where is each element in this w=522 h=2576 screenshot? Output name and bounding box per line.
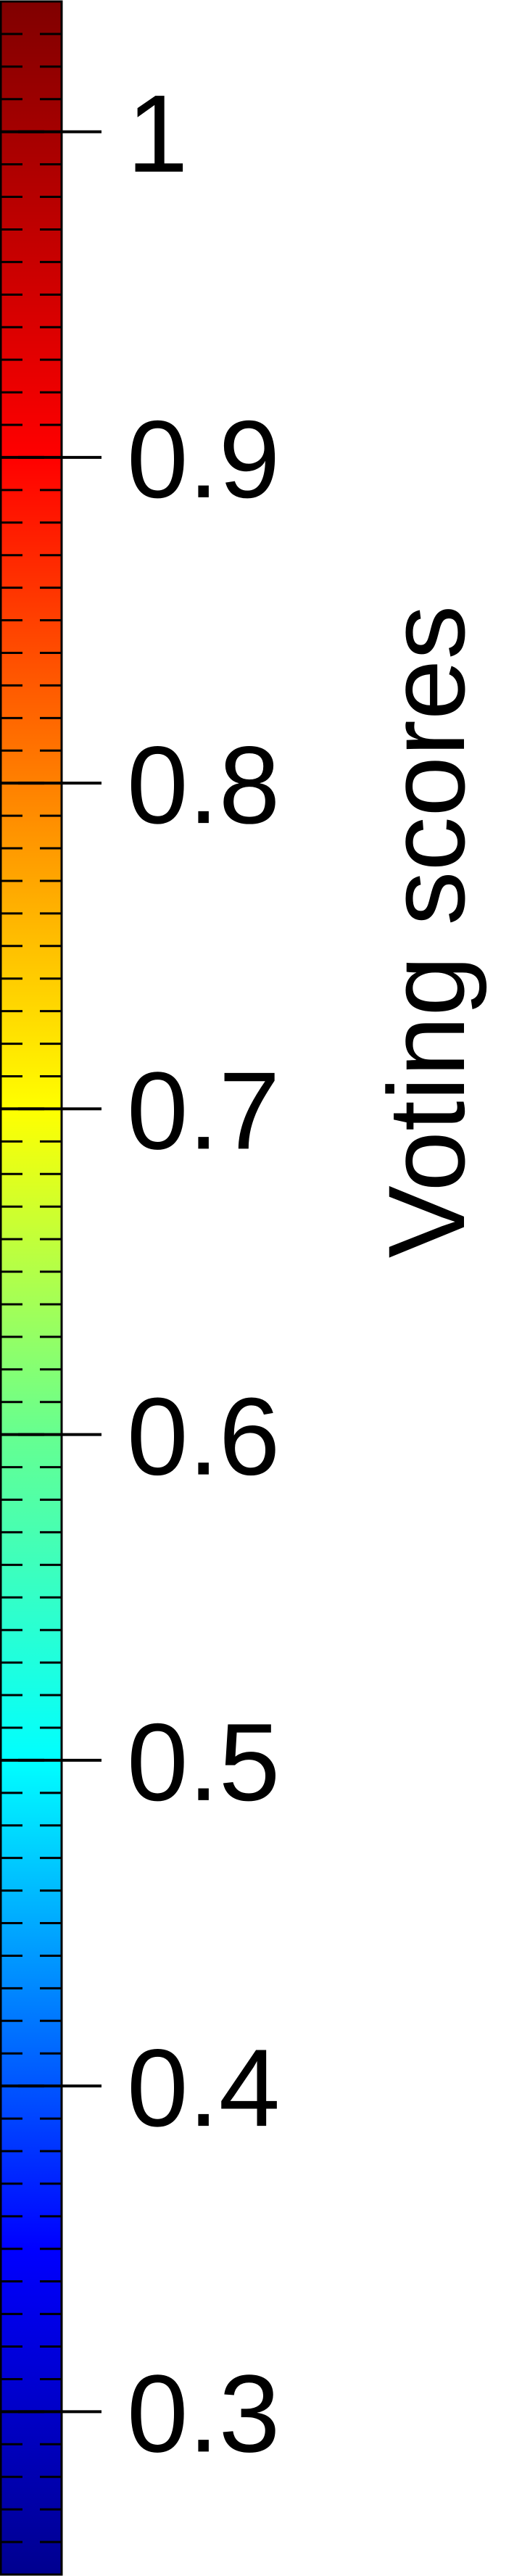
colorbar-tick-labels: 0.3 0.4 0.5 0.6 0.7 0.8 0.9 1 [127, 73, 280, 2476]
tick-label: 0.6 [127, 1375, 280, 1499]
tick-label: 0.3 [127, 2352, 280, 2475]
tick-label: 0.5 [127, 1701, 280, 1824]
tick-label: 0.7 [127, 1049, 280, 1172]
colorbar-ticks [1, 33, 102, 2543]
tick-label: 1 [127, 73, 188, 196]
tick-label: 0.4 [127, 2026, 280, 2150]
tick-label: 0.9 [127, 398, 280, 521]
tick-label: 0.8 [127, 724, 280, 847]
colorbar-frame [0, 0, 63, 2576]
colorbar-gradient [1, 1, 62, 2575]
colorbar-axis-label: Voting scores [365, 605, 487, 1259]
